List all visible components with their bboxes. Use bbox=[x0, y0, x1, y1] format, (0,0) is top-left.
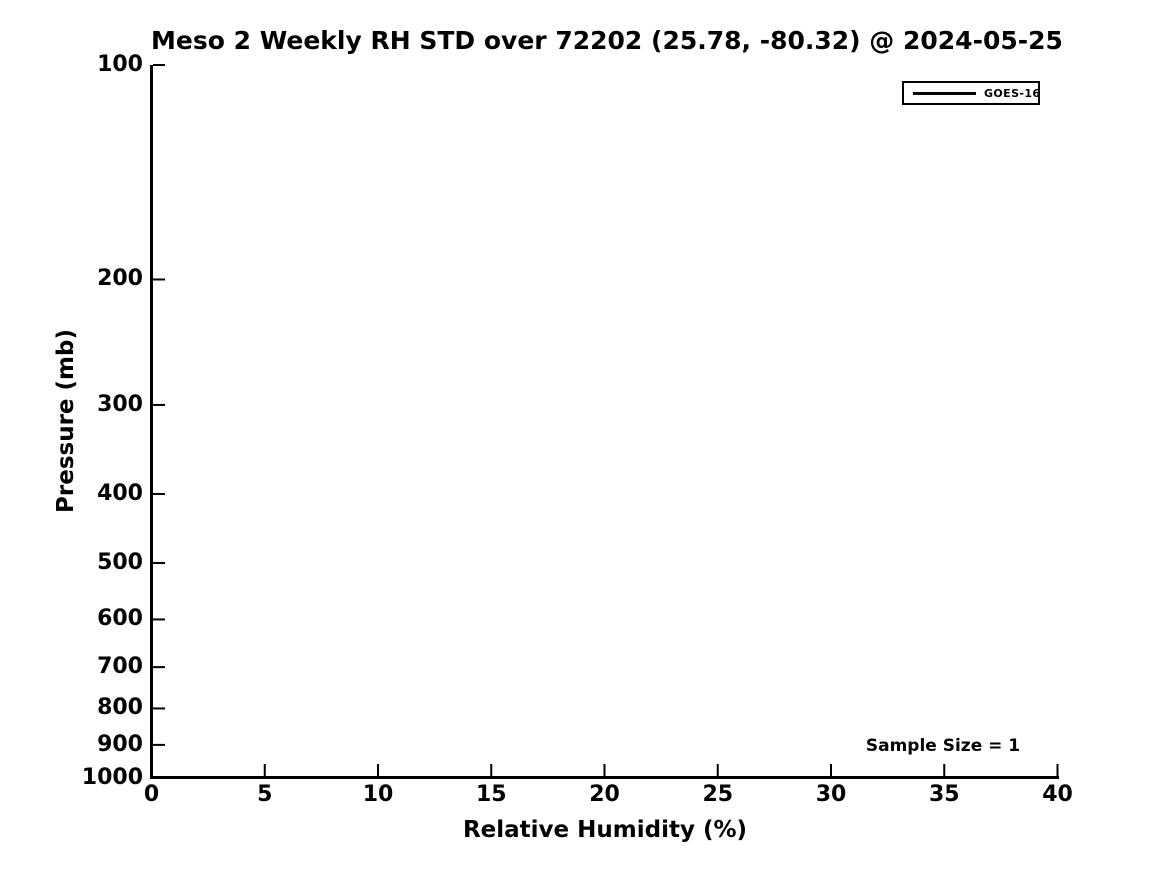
legend-label: GOES-16 bbox=[984, 86, 1041, 100]
legend: GOES-16 bbox=[902, 81, 1040, 105]
y-tick-label: 700 bbox=[97, 654, 143, 680]
y-axis-label: Pressure (mb) bbox=[53, 329, 79, 513]
x-tick-label: 40 bbox=[1042, 782, 1073, 807]
y-tick-label: 800 bbox=[97, 695, 143, 721]
sample-size-annotation: Sample Size = 1 bbox=[865, 736, 1021, 756]
x-tick-label: 35 bbox=[928, 782, 960, 807]
x-tick-label: 10 bbox=[362, 782, 394, 807]
y-tick-label: 900 bbox=[97, 731, 143, 757]
y-tick-label: 600 bbox=[97, 606, 143, 632]
y-tick-label: 1000 bbox=[81, 764, 143, 790]
x-tick-label: 30 bbox=[815, 782, 847, 807]
x-tick-label: 5 bbox=[257, 782, 273, 807]
x-tick-label: 0 bbox=[143, 782, 160, 807]
legend-line-swatch bbox=[913, 91, 976, 95]
x-tick-label: 25 bbox=[702, 782, 734, 807]
x-tick-label: 15 bbox=[475, 782, 507, 807]
chart-title: Meso 2 Weekly RH STD over 72202 (25.78, … bbox=[151, 26, 1063, 55]
y-tick-label: 500 bbox=[97, 550, 143, 576]
y-tick-label: 300 bbox=[97, 391, 143, 417]
y-tick-label: 200 bbox=[97, 266, 143, 292]
y-tick-label: 100 bbox=[97, 52, 143, 77]
y-tick-label: 400 bbox=[97, 480, 143, 506]
x-axis-label: Relative Humidity (%) bbox=[462, 817, 748, 843]
x-tick-label: 20 bbox=[589, 782, 620, 807]
